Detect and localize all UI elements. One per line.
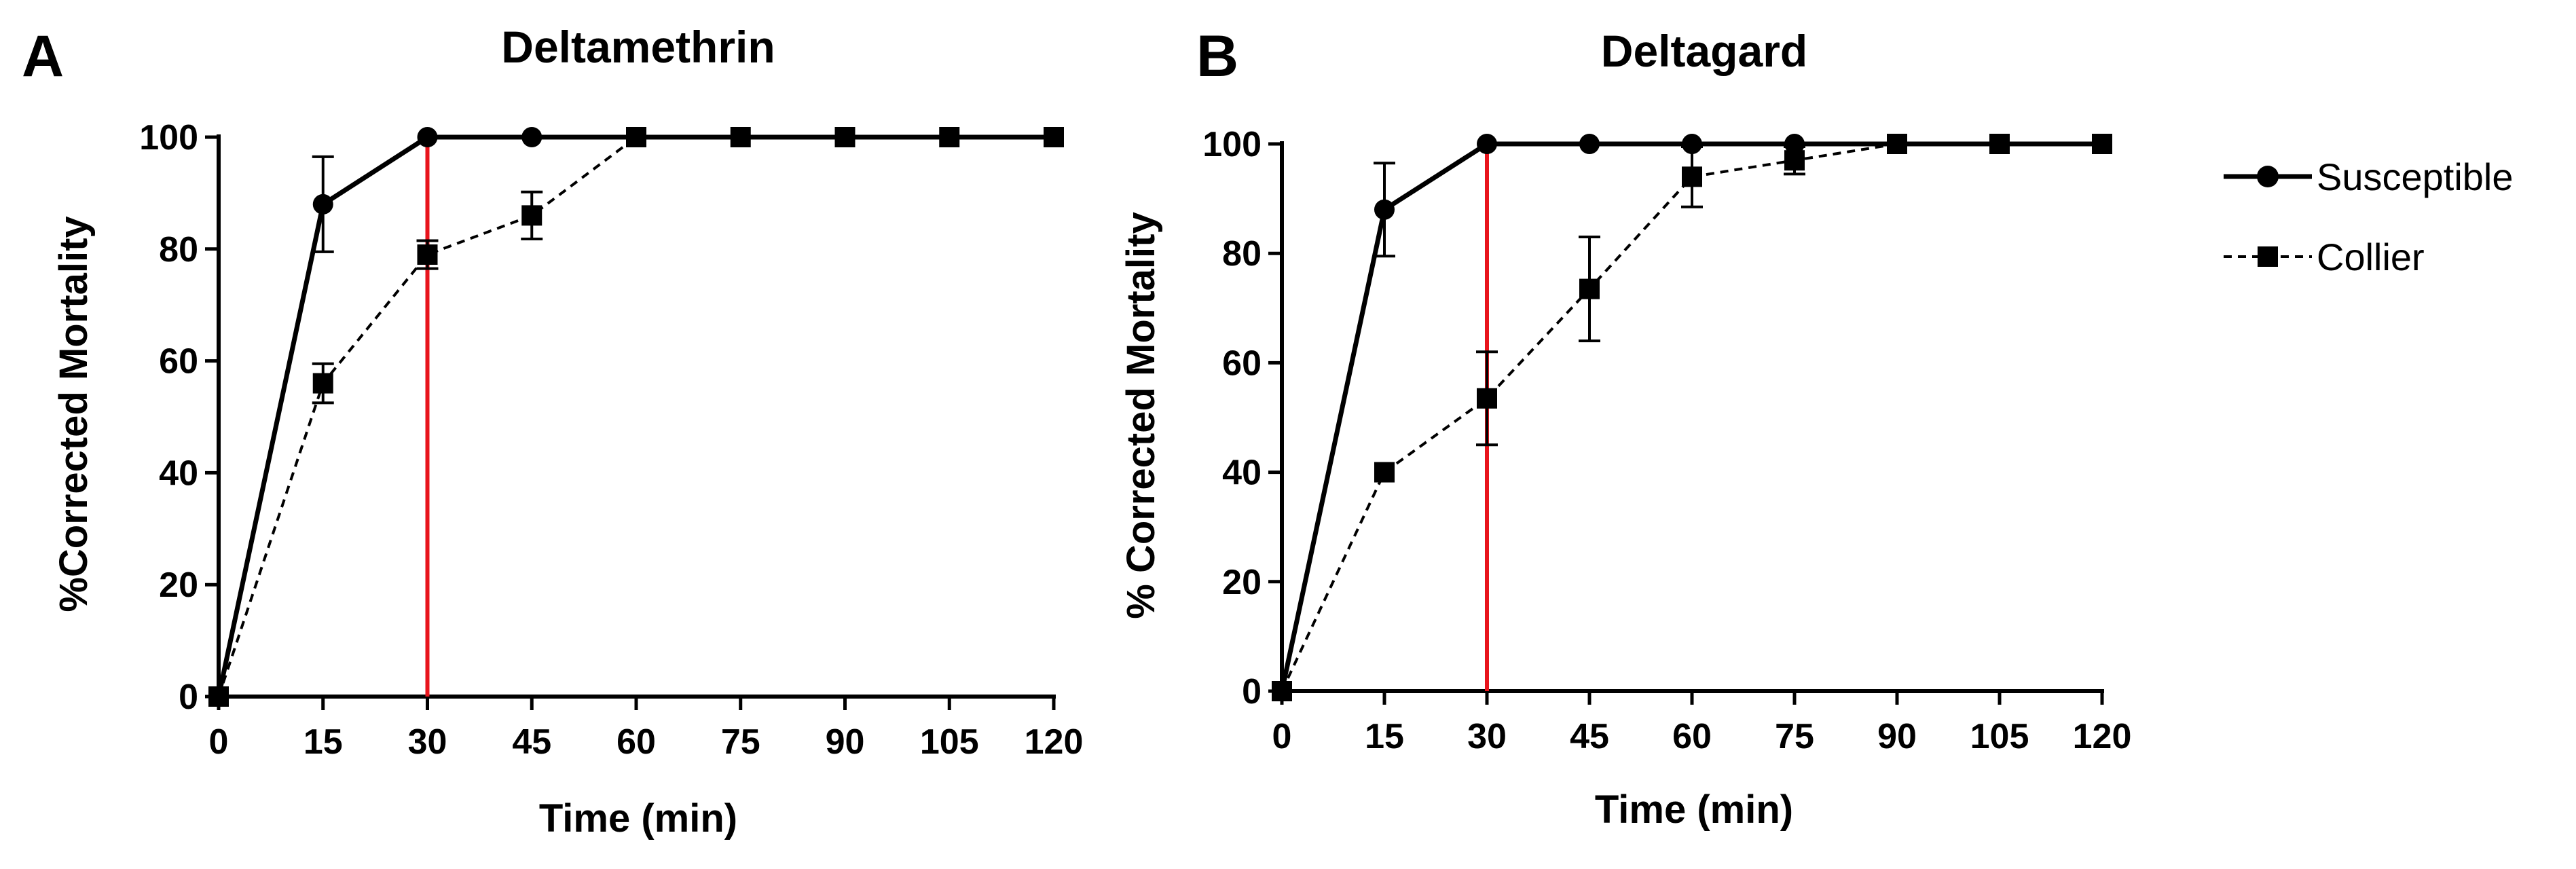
panel-a-x-tick-label-0: 0 (209, 722, 229, 762)
panel-b-series-susceptible-point-45 (1579, 134, 1600, 154)
panel-a-series-collier-point-45 (521, 205, 542, 226)
panel-a-series-susceptible-point-30 (417, 127, 438, 147)
legend-susceptible-marker (2257, 166, 2279, 187)
panel-a-x-axis-label: Time (min) (539, 796, 737, 840)
panel-a-series-susceptible-point-90 (834, 127, 855, 147)
panel-b-x-tick-label-30: 30 (1467, 717, 1507, 756)
panel-b-series-susceptible-point-0 (1272, 681, 1292, 701)
panel-b-y-tick-label-100: 100 (1202, 125, 1262, 164)
legend-collier-marker (2258, 246, 2278, 267)
panel-a-x-tick-label-15: 15 (303, 722, 343, 762)
panel-b-y-tick-label-0: 0 (1242, 672, 1262, 711)
panel-b-series-collier-line (1281, 143, 2102, 692)
panel-a-x-tick-label-105: 105 (920, 722, 979, 762)
panel-a-y-axis-label: %Corrected Mortality (52, 216, 96, 612)
panel-b-plot: 0 20 40 60 80 100 0 15 30 45 60 75 90 105 120 (1202, 125, 2131, 756)
panel-b-series-susceptible-line (1279, 141, 2102, 692)
panel-b-x-axis-label: Time (min) (1595, 788, 1793, 832)
panel-a-y-tick-label-80: 80 (159, 230, 198, 270)
panel-a-series-susceptible-point-120 (1044, 127, 1064, 147)
panel-b-x-tick-label-60: 60 (1672, 717, 1712, 756)
panel-b-x-tick-label-45: 45 (1570, 717, 1609, 756)
legend-collier-label: Collier (2317, 236, 2425, 278)
panel-a-plot: 0 20 40 60 80 100 0 15 30 45 60 75 90 105 120 (139, 118, 1083, 762)
panel-b-series-collier-point-60 (1682, 166, 1702, 187)
panel-b-series-susceptible-point-120 (2092, 134, 2112, 154)
panel-a-series-collier-line (217, 136, 1054, 697)
panel-b-series-susceptible-point-90 (1887, 134, 1907, 154)
panel-a-series-susceptible-point-75 (730, 127, 751, 147)
panel-a-x-tick-label-120: 120 (1025, 722, 1084, 762)
panel-b-series-collier-point-15 (1374, 462, 1395, 483)
panel-a-series-susceptible-point-45 (521, 127, 542, 147)
panel-a-series-collier-point-30 (417, 244, 438, 265)
panel-a-x-tick-label-60: 60 (617, 722, 656, 762)
panel-a-series-susceptible-point-0 (208, 686, 229, 707)
panel-a-letter: A (22, 24, 64, 89)
panel-a-y-tick-label-0: 0 (179, 678, 198, 717)
panel-b-x-tick-label-105: 105 (1970, 717, 2029, 756)
panel-a-series-susceptible-line (216, 134, 1054, 697)
panel-a-y-tick-label-40: 40 (159, 454, 198, 493)
panel-a-x-tick-label-45: 45 (512, 722, 551, 762)
panel-b-series-susceptible-point-15 (1374, 199, 1395, 220)
panel-b-series-susceptible-point-60 (1682, 134, 1702, 154)
panel-b-x-tick-label-90: 90 (1877, 717, 1917, 756)
panel-a-y-tick-label-100: 100 (139, 118, 198, 158)
panel-a-series-susceptible-point-105 (939, 127, 960, 147)
panel-b-series-susceptible-point-75 (1784, 134, 1805, 154)
panel-a-series-susceptible-point-15 (312, 193, 333, 215)
panel-b-title: Deltagard (1601, 26, 1807, 76)
panel-b-y-tick-label-20: 20 (1222, 563, 1262, 602)
legend: Susceptible Collier (2224, 155, 2514, 278)
panel-b-y-axis-label: % Corrected Mortality (1119, 212, 1163, 618)
panel-a-series-susceptible-point-60 (626, 127, 646, 147)
legend-susceptible-label: Susceptible (2317, 155, 2514, 198)
panel-a-y-tick-label-20: 20 (159, 566, 198, 605)
panel-b-x-tick-label-75: 75 (1775, 717, 1814, 756)
panel-b-y-tick-label-60: 60 (1222, 344, 1262, 383)
panel-b-series-collier-point-45 (1579, 278, 1600, 299)
panel-b-letter: B (1196, 24, 1238, 89)
panel-b-y-tick-label-80: 80 (1222, 234, 1262, 274)
panel-a-title: Deltamethrin (501, 22, 775, 72)
panel-a-x-tick-label-75: 75 (721, 722, 760, 762)
panel-a-x-tick-label-30: 30 (408, 722, 447, 762)
panel-b-y-tick-label-40: 40 (1222, 454, 1262, 493)
panel-b-x-tick-label-15: 15 (1365, 717, 1404, 756)
panel-b-series-susceptible-point-105 (1989, 134, 2010, 154)
panel-a-x-tick-label-90: 90 (826, 722, 865, 762)
panel-a-y-tick-label-60: 60 (159, 342, 198, 382)
panel-b-series-susceptible-point-30 (1477, 134, 1497, 154)
panel-b-series-collier-point-30 (1477, 388, 1497, 409)
panel-b-x-tick-label-120: 120 (2073, 717, 2132, 756)
panel-b-x-tick-label-0: 0 (1272, 717, 1292, 756)
panel-a-series-collier-point-15 (312, 373, 333, 394)
